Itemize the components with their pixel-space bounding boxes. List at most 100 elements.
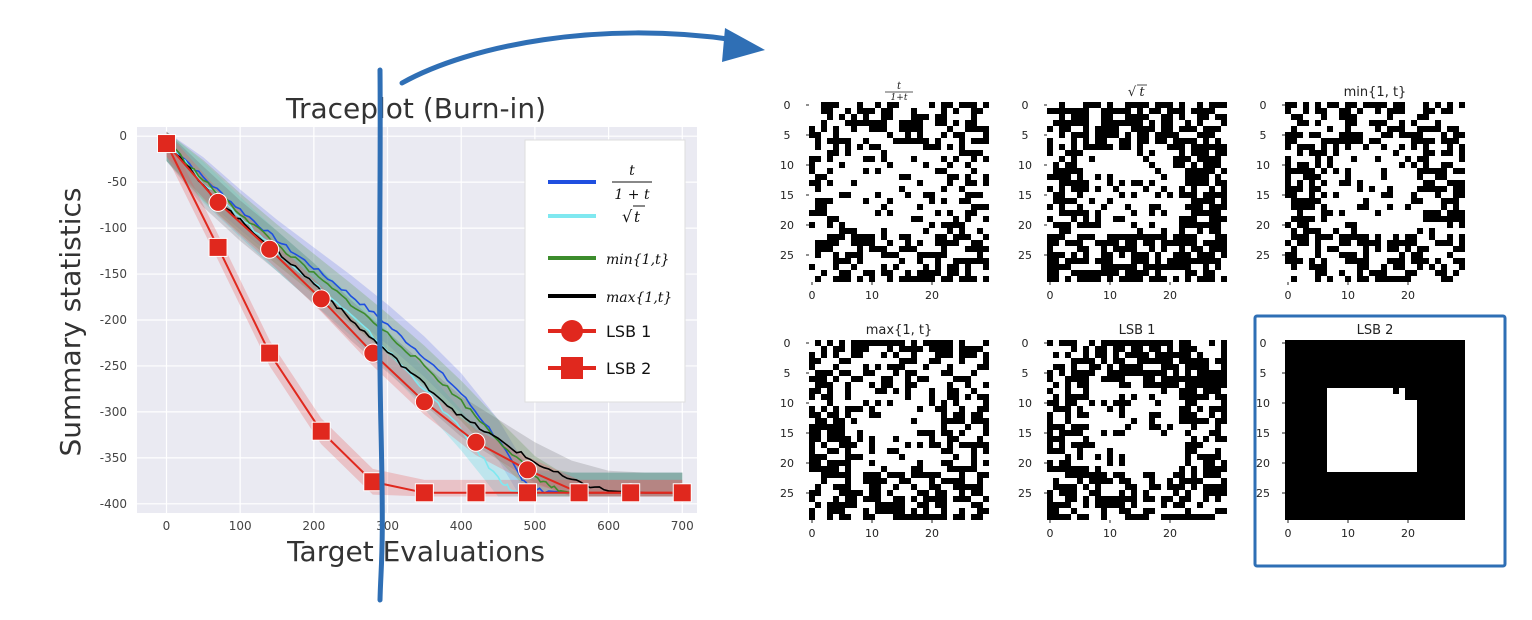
white-cell bbox=[1167, 156, 1173, 162]
white-cell bbox=[851, 400, 857, 406]
white-cell bbox=[1065, 114, 1071, 120]
white-cell bbox=[833, 186, 839, 192]
white-cell bbox=[1327, 258, 1333, 264]
white-cell bbox=[1131, 174, 1137, 180]
white-cell bbox=[953, 192, 959, 198]
white-cell bbox=[1107, 222, 1113, 228]
white-cell bbox=[1387, 418, 1393, 424]
white-cell bbox=[857, 502, 863, 508]
white-cell bbox=[1333, 454, 1339, 460]
white-cell bbox=[1143, 144, 1149, 150]
white-cell bbox=[947, 192, 953, 198]
white-cell bbox=[845, 114, 851, 120]
white-cell bbox=[1065, 252, 1071, 258]
white-cell bbox=[1065, 192, 1071, 198]
white-cell bbox=[971, 216, 977, 222]
white-cell bbox=[905, 162, 911, 168]
white-cell bbox=[827, 132, 833, 138]
white-cell bbox=[869, 466, 875, 472]
white-cell bbox=[1345, 436, 1351, 442]
white-cell bbox=[1095, 358, 1101, 364]
white-cell bbox=[1125, 490, 1131, 496]
white-cell bbox=[1095, 162, 1101, 168]
white-cell bbox=[953, 340, 959, 346]
white-cell bbox=[815, 406, 821, 412]
white-cell bbox=[881, 358, 887, 364]
white-cell bbox=[971, 270, 977, 276]
white-cell bbox=[1393, 430, 1399, 436]
white-cell bbox=[1351, 466, 1357, 472]
white-cell bbox=[1065, 424, 1071, 430]
white-cell bbox=[1339, 126, 1345, 132]
white-cell bbox=[1137, 502, 1143, 508]
white-cell bbox=[893, 198, 899, 204]
white-cell bbox=[905, 204, 911, 210]
white-cell bbox=[941, 388, 947, 394]
white-cell bbox=[1209, 502, 1215, 508]
white-cell bbox=[1161, 406, 1167, 412]
white-cell bbox=[1107, 168, 1113, 174]
white-cell bbox=[1059, 508, 1065, 514]
white-cell bbox=[1173, 442, 1179, 448]
white-cell bbox=[1107, 418, 1113, 424]
white-cell bbox=[899, 490, 905, 496]
white-cell bbox=[1143, 388, 1149, 394]
white-cell bbox=[851, 192, 857, 198]
white-cell bbox=[1101, 276, 1107, 282]
white-cell bbox=[815, 126, 821, 132]
y-tick-label: 10 bbox=[780, 397, 794, 410]
white-cell bbox=[917, 394, 923, 400]
white-cell bbox=[1059, 388, 1065, 394]
white-cell bbox=[983, 162, 989, 168]
white-cell bbox=[1441, 252, 1447, 258]
white-cell bbox=[839, 252, 845, 258]
white-cell bbox=[1101, 418, 1107, 424]
white-cell bbox=[899, 162, 905, 168]
white-cell bbox=[905, 210, 911, 216]
y-tick-label: 20 bbox=[1018, 457, 1032, 470]
white-cell bbox=[1221, 270, 1227, 276]
white-cell bbox=[1149, 270, 1155, 276]
white-cell bbox=[1179, 460, 1185, 466]
white-cell bbox=[1197, 424, 1203, 430]
white-cell bbox=[1197, 234, 1203, 240]
white-cell bbox=[1107, 150, 1113, 156]
white-cell bbox=[1387, 234, 1393, 240]
white-cell bbox=[821, 228, 827, 234]
white-cell bbox=[1285, 228, 1291, 234]
white-cell bbox=[1369, 454, 1375, 460]
white-cell bbox=[1423, 132, 1429, 138]
white-cell bbox=[1065, 204, 1071, 210]
white-cell bbox=[863, 406, 869, 412]
white-cell bbox=[1339, 198, 1345, 204]
white-cell bbox=[1405, 264, 1411, 270]
white-cell bbox=[953, 252, 959, 258]
white-cell bbox=[1179, 490, 1185, 496]
white-cell bbox=[923, 198, 929, 204]
white-cell bbox=[1089, 430, 1095, 436]
white-cell bbox=[1405, 412, 1411, 418]
white-cell bbox=[1405, 186, 1411, 192]
white-cell bbox=[1215, 120, 1221, 126]
white-cell bbox=[845, 240, 851, 246]
white-cell bbox=[857, 394, 863, 400]
white-cell bbox=[911, 388, 917, 394]
white-cell bbox=[1113, 442, 1119, 448]
white-cell bbox=[1095, 156, 1101, 162]
white-cell bbox=[1215, 364, 1221, 370]
white-cell bbox=[917, 382, 923, 388]
white-cell bbox=[1083, 454, 1089, 460]
white-cell bbox=[959, 270, 965, 276]
white-cell bbox=[1161, 478, 1167, 484]
white-cell bbox=[1179, 198, 1185, 204]
white-cell bbox=[1203, 406, 1209, 412]
white-cell bbox=[1381, 234, 1387, 240]
white-cell bbox=[1399, 406, 1405, 412]
white-cell bbox=[905, 418, 911, 424]
white-cell bbox=[935, 418, 941, 424]
white-cell bbox=[1107, 346, 1113, 352]
white-cell bbox=[857, 204, 863, 210]
white-cell bbox=[875, 204, 881, 210]
white-cell bbox=[1107, 436, 1113, 442]
